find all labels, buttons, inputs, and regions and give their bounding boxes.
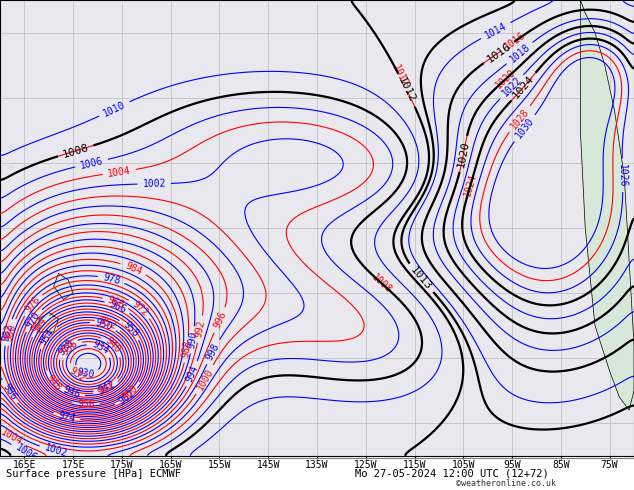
- Text: 938: 938: [56, 338, 75, 357]
- Text: 1016: 1016: [503, 30, 527, 52]
- Text: 954: 954: [38, 327, 56, 347]
- Text: 958: 958: [120, 319, 140, 339]
- Text: 930: 930: [76, 368, 95, 380]
- Polygon shape: [54, 273, 73, 299]
- Text: 976: 976: [23, 295, 42, 315]
- Text: 998: 998: [204, 342, 221, 362]
- Text: 964: 964: [30, 316, 49, 335]
- Text: 948: 948: [44, 372, 63, 392]
- Text: 1028: 1028: [508, 107, 531, 131]
- Text: 1024: 1024: [463, 172, 479, 197]
- Text: 1002: 1002: [142, 178, 166, 189]
- Text: 968: 968: [106, 294, 126, 310]
- Text: 940: 940: [103, 336, 122, 355]
- Text: 980: 980: [4, 322, 18, 342]
- Text: 1010: 1010: [101, 99, 127, 119]
- Text: 996: 996: [212, 310, 228, 330]
- Text: 992: 992: [194, 319, 207, 339]
- Text: 946: 946: [61, 385, 82, 400]
- Text: 988: 988: [181, 340, 193, 359]
- Text: 1004: 1004: [0, 427, 24, 447]
- Text: 962: 962: [117, 389, 137, 407]
- Text: 974: 974: [57, 411, 77, 424]
- Polygon shape: [39, 313, 58, 332]
- Text: 978: 978: [101, 272, 121, 286]
- Text: 950: 950: [93, 318, 113, 332]
- Text: 986: 986: [1, 382, 18, 402]
- Text: 944: 944: [96, 381, 117, 398]
- Text: 1030: 1030: [514, 116, 536, 140]
- Text: 982: 982: [1, 322, 15, 342]
- Text: 942: 942: [96, 379, 117, 395]
- Text: 1018: 1018: [507, 42, 532, 64]
- Text: 1012: 1012: [396, 76, 417, 104]
- Polygon shape: [580, 0, 634, 410]
- Text: 970: 970: [24, 310, 42, 330]
- Text: 1014: 1014: [483, 21, 508, 41]
- Text: 1020: 1020: [493, 68, 517, 91]
- Text: 1006: 1006: [13, 442, 39, 464]
- Text: 956: 956: [77, 399, 95, 410]
- Text: 1002: 1002: [43, 443, 68, 460]
- Text: 1024: 1024: [511, 74, 536, 100]
- Text: 1008: 1008: [61, 142, 90, 160]
- Text: 1020: 1020: [456, 140, 471, 168]
- Text: 984: 984: [124, 260, 143, 276]
- Text: Surface pressure [HPa] ECMWF: Surface pressure [HPa] ECMWF: [6, 469, 181, 479]
- Polygon shape: [10, 163, 15, 169]
- Text: ©weatheronline.co.uk: ©weatheronline.co.uk: [456, 479, 557, 488]
- Text: 936: 936: [60, 339, 80, 358]
- Text: 1008: 1008: [370, 272, 394, 295]
- Text: 934: 934: [90, 339, 110, 356]
- Text: 1000: 1000: [195, 367, 215, 392]
- Text: 1012: 1012: [390, 64, 410, 89]
- Text: 972: 972: [130, 299, 150, 318]
- Text: 1006: 1006: [79, 155, 104, 171]
- Text: Mo 27-05-2024 12:00 UTC (12+72): Mo 27-05-2024 12:00 UTC (12+72): [355, 469, 549, 479]
- Text: 1026: 1026: [618, 163, 628, 187]
- Text: 994: 994: [184, 364, 200, 384]
- Text: 1016: 1016: [485, 41, 513, 64]
- Text: 1013: 1013: [408, 265, 434, 292]
- Text: 1004: 1004: [107, 165, 131, 179]
- Text: 952: 952: [98, 316, 118, 332]
- Text: 990: 990: [186, 330, 199, 349]
- Text: 960: 960: [120, 383, 140, 402]
- Text: 932: 932: [67, 366, 87, 384]
- Text: 966: 966: [108, 298, 127, 315]
- Text: 1022: 1022: [500, 75, 524, 99]
- Polygon shape: [10, 143, 15, 150]
